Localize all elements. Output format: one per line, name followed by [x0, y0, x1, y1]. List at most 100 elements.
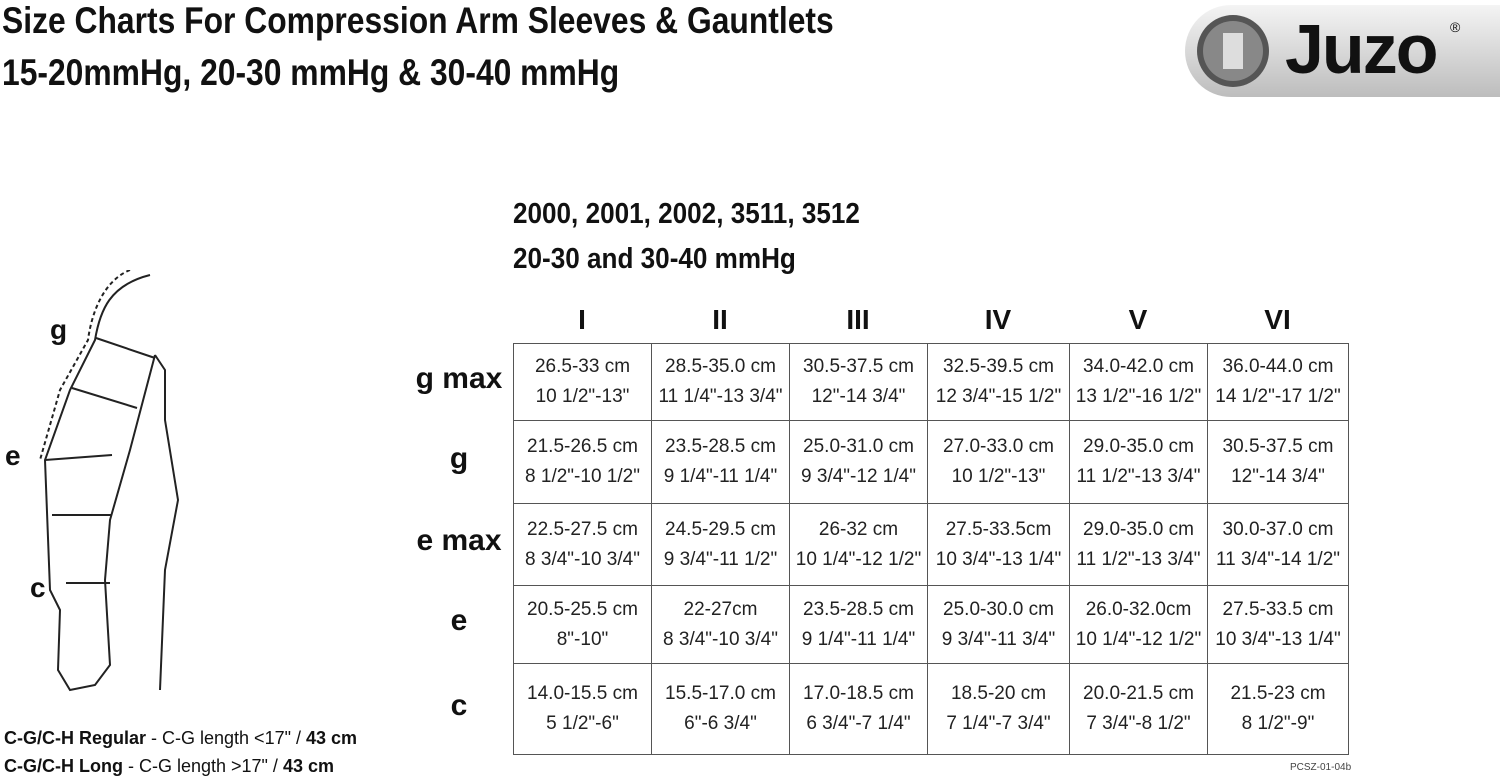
cell-inches: 9 3/4"-12 1/4": [801, 466, 916, 487]
diagram-label: g: [50, 314, 68, 345]
table-cell: 29.0-35.0 cm 11 1/2"-13 3/4": [1069, 503, 1208, 586]
column-header: V: [1128, 304, 1148, 335]
table-cell: 21.5-23 cm 8 1/2"-9": [1207, 663, 1349, 755]
cell-cm: 15.5-17.0 cm: [665, 683, 776, 704]
cell-inches: 6 3/4"-7 1/4": [806, 713, 911, 734]
cell-inches: 12"-14 3/4": [1231, 466, 1325, 487]
row-label: g max: [415, 361, 503, 395]
title: Size Charts For Compression Arm Sleeves …: [2, 0, 834, 41]
cell-inches: 8 1/2"-9": [1241, 713, 1315, 734]
cell-cm: 27.5-33.5cm: [945, 518, 1052, 540]
cell-inches: 13 1/2"-16 1/2": [1075, 386, 1202, 407]
cell-cm: 21.5-23 cm: [1230, 683, 1326, 704]
column-header: II: [712, 304, 728, 335]
cell-inches: 11 3/4"-14 1/2": [1215, 548, 1341, 570]
note: C-G/C-H Regular - C-G length <17" / 43 c…: [4, 728, 357, 749]
table-cell: 25.0-31.0 cm 9 3/4"-12 1/4": [789, 420, 928, 504]
table-cell: 22.5-27.5 cm 8 3/4"-10 3/4": [513, 503, 652, 586]
cell-cm: 14.0-15.5 cm: [527, 683, 638, 704]
table-cell: 23.5-28.5 cm 9 1/4"-11 1/4": [789, 585, 928, 664]
table-cell: 17.0-18.5 cm 6 3/4"-7 1/4": [789, 663, 928, 755]
table-cell: 15.5-17.0 cm 6"-6 3/4": [651, 663, 790, 755]
cell-inches: 10 1/2"-13": [535, 386, 630, 407]
cell-cm: 21.5-26.5 cm: [527, 436, 638, 457]
column-header: IV: [984, 304, 1012, 335]
table-cell: 23.5-28.5 cm 9 1/4"-11 1/4": [651, 420, 790, 504]
cell-inches: 9 3/4"-11 3/4": [941, 628, 1056, 650]
cell-cm: 29.0-35.0 cm: [1083, 436, 1194, 457]
cell-cm: 36.0-44.0 cm: [1222, 356, 1334, 377]
cell-cm: 34.0-42.0 cm: [1083, 356, 1194, 377]
cell-inches: 12"-14 3/4": [811, 386, 906, 407]
note-text: - C-G length <17" /: [146, 728, 306, 748]
cell-inches: 10 3/4"-13 1/4": [935, 548, 1062, 570]
table-cell: 22-27cm 8 3/4"-10 3/4": [651, 585, 790, 664]
cell-inches: 9 1/4"-11 1/4": [663, 466, 778, 487]
row-label: c: [450, 688, 468, 722]
note-length: 43 cm: [305, 728, 358, 748]
cell-cm: 22.5-27.5 cm: [527, 518, 638, 540]
table-cell: 27.0-33.0 cm 10 1/2"-13": [927, 420, 1070, 504]
cell-inches: 5 1/2"-6": [546, 713, 619, 734]
note-length: 43 cm: [282, 756, 334, 776]
table-cell: 30.5-37.5 cm 12"-14 3/4": [1207, 420, 1349, 504]
note-name: C-G/C-H Regular: [4, 728, 147, 748]
cell-cm: 23.5-28.5 cm: [665, 436, 776, 457]
cell-cm: 27.0-33.0 cm: [943, 436, 1054, 457]
row-label: e max: [416, 524, 502, 557]
table-cell: 28.5-35.0 cm 11 1/4"-13 3/4": [651, 343, 790, 421]
diagram-label: c: [30, 572, 46, 603]
cell-inches: 8 1/2"-10 1/2": [525, 466, 640, 487]
column-header: I: [578, 304, 586, 335]
cell-inches: 6"-6 3/4": [684, 713, 757, 734]
cell-inches: 10 1/4"-12 1/2": [795, 548, 922, 570]
diagram-label: e: [5, 440, 21, 471]
cell-cm: 28.5-35.0 cm: [665, 356, 776, 377]
code: PCSZ-01-04b: [1290, 762, 1352, 773]
table-cell: 30.5-37.5 cm 12"-14 3/4": [789, 343, 928, 421]
cell-inches: 10 1/2"-13": [951, 466, 1046, 487]
table-cell: 30.0-37.0 cm 11 3/4"-14 1/2": [1207, 503, 1349, 586]
table-cell: 20.0-21.5 cm 7 3/4"-8 1/2": [1069, 663, 1208, 755]
table-cell: 25.0-30.0 cm 9 3/4"-11 3/4": [927, 585, 1070, 664]
cell-cm: 25.0-30.0 cm: [943, 598, 1054, 620]
table-cell: 24.5-29.5 cm 9 3/4"-11 1/2": [651, 503, 790, 586]
table-cell: 29.0-35.0 cm 11 1/2"-13 3/4": [1069, 420, 1208, 504]
cell-inches: 8 3/4"-10 3/4": [663, 628, 778, 650]
cell-inches: 11 1/4"-13 3/4": [658, 386, 783, 407]
cell-cm: 23.5-28.5 cm: [803, 598, 914, 620]
cell-cm: 30.5-37.5 cm: [1222, 436, 1334, 457]
cell-cm: 30.0-37.0 cm: [1222, 518, 1334, 540]
table-cell: 27.5-33.5cm 10 3/4"-13 1/4": [927, 503, 1070, 586]
cell-inches: 7 1/4"-7 3/4": [946, 713, 1051, 734]
cell-cm: 20.5-25.5 cm: [527, 598, 638, 620]
logo-mark: ®: [1450, 19, 1461, 35]
cell-cm: 22-27cm: [683, 598, 758, 620]
table-cell: 27.5-33.5 cm 10 3/4"-13 1/4": [1207, 585, 1349, 664]
cell-inches: 10 1/4"-12 1/2": [1075, 628, 1202, 650]
cell-cm: 25.0-31.0 cm: [803, 436, 914, 457]
cell-cm: 30.5-37.5 cm: [803, 356, 914, 377]
logo: Juzo ®: [1185, 5, 1500, 97]
title: 15-20mmHg, 20-30 mmHg & 30-40 mmHg: [2, 52, 620, 93]
cell-cm: 26.5-33 cm: [534, 356, 631, 377]
cell-cm: 32.5-39.5 cm: [943, 356, 1054, 377]
table-cell: 18.5-20 cm 7 1/4"-7 3/4": [927, 663, 1070, 755]
cell-inches: 7 3/4"-8 1/2": [1086, 713, 1191, 734]
logo-emblem: [1197, 15, 1269, 87]
column-header: VI: [1264, 304, 1291, 335]
logo-text: Juzo: [1285, 10, 1438, 88]
subtitle: 2000, 2001, 2002, 3511, 3512: [513, 198, 860, 230]
cell-inches: 8 3/4"-10 3/4": [525, 548, 640, 570]
cell-inches: 14 1/2"-17 1/2": [1215, 386, 1341, 407]
cell-inches: 11 1/2"-13 3/4": [1076, 548, 1201, 570]
cell-inches: 11 1/2"-13 3/4": [1076, 466, 1201, 487]
cell-inches: 9 1/4"-11 1/4": [801, 628, 916, 650]
table-cell: 34.0-42.0 cm 13 1/2"-16 1/2": [1069, 343, 1208, 421]
cell-cm: 26.0-32.0cm: [1085, 598, 1192, 620]
table-cell: 32.5-39.5 cm 12 3/4"-15 1/2": [927, 343, 1070, 421]
cell-inches: 12 3/4"-15 1/2": [935, 386, 1062, 407]
cell-cm: 29.0-35.0 cm: [1083, 518, 1194, 540]
column-header: III: [846, 304, 870, 335]
